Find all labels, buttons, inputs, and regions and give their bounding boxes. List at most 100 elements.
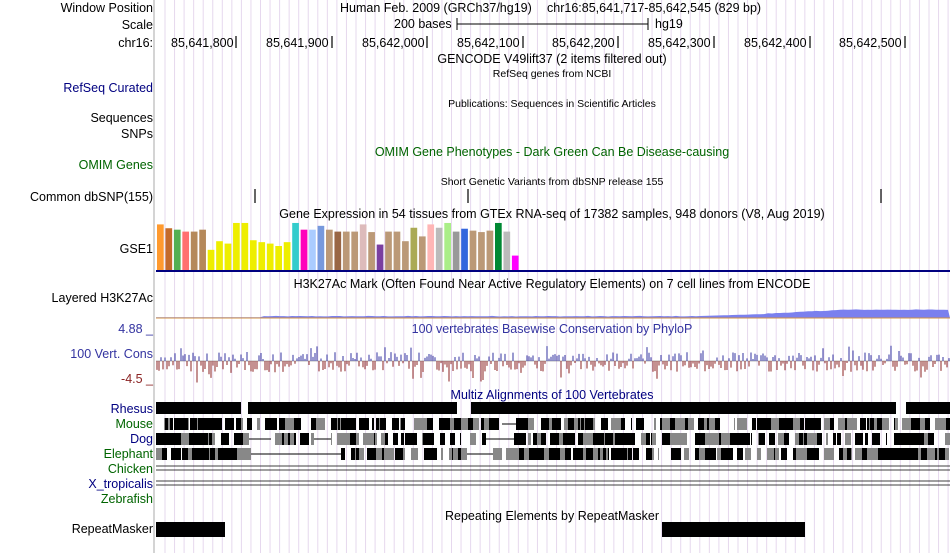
species-label-elephant[interactable]: Elephant	[103, 447, 153, 461]
gtex-tissue-bar[interactable]	[418, 236, 426, 270]
gtex-tissue-bar[interactable]	[376, 244, 384, 270]
gtex-tissue-bar[interactable]	[351, 231, 359, 270]
dbsnp-variants[interactable]	[254, 189, 882, 203]
gtex-tissue-bar[interactable]	[317, 225, 325, 270]
gencode-track-title[interactable]: GENCODE V49lift37 (2 items filtered out)	[437, 52, 667, 66]
alignment-block	[243, 448, 246, 460]
alignment-block	[878, 418, 882, 430]
species-label-zebrafish[interactable]: Zebrafish	[100, 492, 153, 506]
gtex-tissue-bar[interactable]	[469, 230, 477, 270]
gtex-tissue-bar[interactable]	[283, 242, 291, 270]
gtex-tissue-bar[interactable]	[334, 231, 342, 270]
alignment-block	[427, 418, 433, 430]
species-label-mouse[interactable]: Mouse	[115, 417, 153, 431]
alignment-block	[780, 418, 785, 430]
repeatmasker-track-label[interactable]: RepeatMasker	[71, 522, 153, 536]
gtex-tissue-bar[interactable]	[190, 231, 198, 270]
gtex-tissue-bar[interactable]	[266, 243, 274, 270]
alignment-block	[695, 433, 699, 445]
gtex-tissue-bar[interactable]	[292, 222, 299, 270]
gtex-tissue-bar[interactable]	[157, 224, 164, 270]
alignment-block	[422, 433, 423, 445]
omim-track-label[interactable]: OMIM Genes	[78, 158, 153, 172]
h3k27ac-track-label[interactable]: Layered H3K27Ac	[51, 291, 153, 305]
omim-track-title[interactable]: OMIM Gene Phenotypes - Dark Green Can Be…	[374, 145, 730, 159]
phylop-track-title[interactable]: 100 vertebrates Basewise Conservation by…	[411, 322, 693, 336]
alignment-block	[400, 418, 401, 430]
gtex-tissue-bar[interactable]	[173, 229, 181, 270]
snps-track-label[interactable]: SNPs	[121, 127, 153, 141]
gtex-tissue-bar[interactable]	[326, 229, 333, 270]
alignment-block	[589, 418, 590, 430]
gtex-tissue-bar[interactable]	[511, 255, 519, 270]
gtex-tissue-bar[interactable]	[233, 222, 240, 270]
gtex-tissue-bar[interactable]	[216, 241, 223, 270]
gtex-bar-chart[interactable]	[157, 222, 519, 270]
gtex-tissue-bar[interactable]	[410, 227, 418, 270]
gtex-track-title[interactable]: Gene Expression in 54 tissues from GTEx …	[279, 207, 825, 221]
gtex-tissue-bar[interactable]	[478, 232, 485, 270]
gtex-tissue-bar[interactable]	[224, 243, 232, 270]
gtex-tissue-bar[interactable]	[241, 222, 249, 270]
gtex-tissue-bar[interactable]	[393, 231, 401, 270]
gtex-tissue-bar[interactable]	[503, 231, 511, 270]
alignment-block	[916, 433, 922, 445]
gtex-tissue-bar[interactable]	[275, 246, 282, 270]
alignment-block	[564, 418, 566, 430]
species-label-dog[interactable]: Dog	[130, 432, 153, 446]
gtex-tissue-bar[interactable]	[368, 232, 375, 270]
gtex-tissue-bar[interactable]	[300, 229, 308, 270]
gtex-tissue-bar[interactable]	[258, 242, 266, 270]
gtex-tissue-bar[interactable]	[249, 240, 257, 270]
h3k27ac-signal[interactable]	[156, 309, 950, 319]
repeatmasker-elements[interactable]	[156, 522, 805, 537]
alignment-block	[405, 433, 411, 445]
alignment-block	[441, 448, 443, 460]
phylop-track-label[interactable]: 100 Vert. Cons	[70, 347, 153, 361]
gtex-tissue-bar[interactable]	[385, 231, 392, 270]
species-label-chicken[interactable]: Chicken	[107, 462, 153, 476]
gtex-tissue-bar[interactable]	[435, 227, 443, 270]
dbsnp-track-label[interactable]: Common dbSNP(155)	[30, 190, 153, 204]
alignment-block	[941, 448, 945, 460]
species-label-x-tropicalis[interactable]: X_tropicalis	[88, 477, 153, 491]
gtex-tissue-bar[interactable]	[199, 229, 206, 270]
gtex-tissue-bar[interactable]	[402, 241, 409, 270]
multiz-alignments[interactable]	[156, 402, 950, 486]
multiz-track-title[interactable]: Multiz Alignments of 100 Vertebrates	[450, 388, 654, 402]
gtex-tissue-bar[interactable]	[495, 222, 502, 270]
alignment-block	[416, 418, 421, 430]
gtex-tissue-bar[interactable]	[165, 228, 173, 270]
gtex-tissue-bar[interactable]	[342, 231, 350, 270]
alignment-block	[168, 418, 170, 430]
alignment-block	[530, 448, 536, 460]
gtex-tissue-bar[interactable]	[207, 249, 215, 270]
h3k27ac-track-title[interactable]: H3K27Ac Mark (Often Found Near Active Re…	[293, 277, 811, 291]
gtex-tissue-bar[interactable]	[182, 231, 190, 270]
sequences-track-label[interactable]: Sequences	[90, 111, 153, 125]
alignment-block	[541, 418, 546, 430]
refseq-track-title[interactable]: RefSeq genes from NCBI	[492, 68, 612, 80]
gtex-gene-label[interactable]: GSE1	[119, 242, 153, 256]
gtex-tissue-bar[interactable]	[359, 224, 367, 270]
species-label-rhesus[interactable]: Rhesus	[110, 402, 153, 416]
publications-track-title[interactable]: Publications: Sequences in Scientific Ar…	[448, 98, 656, 110]
gtex-tissue-bar[interactable]	[444, 222, 451, 270]
repeatmasker-track-title[interactable]: Repeating Elements by RepeatMasker	[444, 509, 660, 523]
alignment-block	[421, 418, 427, 430]
alignment-block	[395, 448, 400, 460]
phylop-wiggle[interactable]	[156, 345, 950, 383]
alignment-block	[440, 433, 443, 445]
gtex-tissue-bar[interactable]	[452, 231, 460, 270]
alignment-block	[528, 418, 530, 430]
alignment-block	[615, 448, 621, 460]
refseq-track-label[interactable]: RefSeq Curated	[63, 81, 153, 95]
gtex-tissue-bar[interactable]	[486, 230, 494, 270]
gtex-tissue-bar[interactable]	[427, 224, 435, 270]
alignment-block	[894, 418, 895, 430]
gtex-tissue-bar[interactable]	[309, 229, 316, 270]
repeat-element[interactable]	[156, 522, 225, 537]
gtex-tissue-bar[interactable]	[461, 228, 468, 270]
repeat-element[interactable]	[662, 522, 805, 537]
dbsnp-track-title[interactable]: Short Genetic Variants from dbSNP releas…	[440, 176, 664, 188]
